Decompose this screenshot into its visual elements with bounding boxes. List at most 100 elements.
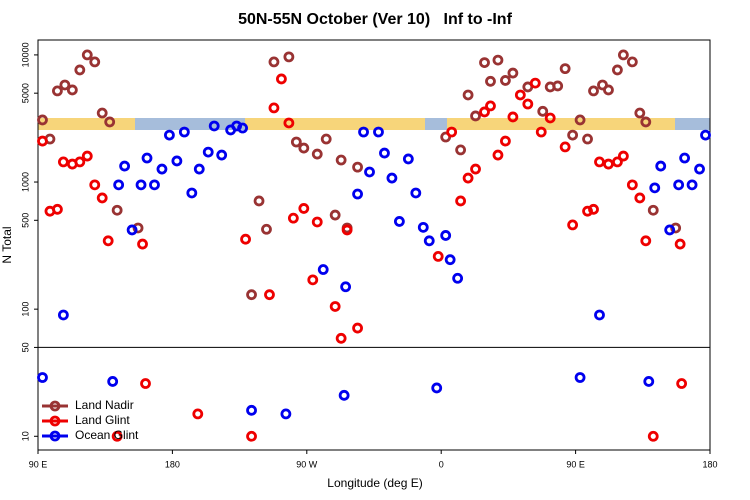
point [485, 100, 496, 112]
point [96, 107, 108, 119]
point [700, 129, 711, 141]
point [694, 163, 705, 175]
legend-label: Land Glint [75, 413, 130, 427]
point [535, 126, 547, 138]
point [452, 272, 464, 284]
point [574, 114, 586, 126]
y-tick-label: 100 [20, 302, 30, 317]
point [559, 141, 571, 153]
point [202, 146, 214, 158]
point [37, 135, 48, 147]
point [352, 188, 363, 200]
point [193, 163, 205, 175]
point [544, 112, 556, 124]
point [335, 332, 347, 344]
point [647, 204, 659, 216]
point [567, 219, 579, 231]
point [617, 150, 629, 162]
point [126, 224, 138, 236]
y-tick-label: 10000 [20, 42, 30, 67]
point [171, 155, 183, 167]
point [192, 408, 204, 420]
point [52, 85, 63, 97]
point [559, 63, 571, 75]
point [673, 179, 685, 191]
point [246, 430, 257, 442]
point [283, 117, 295, 129]
point [440, 230, 452, 241]
point [470, 110, 481, 122]
point [626, 179, 638, 191]
point [470, 163, 481, 175]
point [237, 122, 248, 134]
point [640, 116, 652, 128]
plot-frame [37, 39, 711, 451]
point [340, 281, 352, 293]
point [417, 221, 429, 233]
point [358, 126, 369, 138]
x-tick-label: 180 [702, 459, 717, 469]
y-axis-title: N Total [0, 226, 14, 263]
point [137, 238, 148, 250]
x-tick-label: 90 E [566, 459, 585, 469]
x-tick-label: 180 [165, 459, 180, 469]
point [178, 126, 190, 138]
point [410, 187, 422, 199]
point [423, 235, 435, 247]
point [287, 212, 299, 224]
point [298, 142, 310, 154]
y-tick-label: 500 [20, 213, 30, 228]
point [634, 192, 646, 204]
point [674, 238, 686, 250]
land-ocean-strip [38, 118, 710, 130]
point [582, 205, 593, 217]
point [552, 80, 564, 92]
point [386, 172, 398, 184]
point [329, 209, 341, 221]
point [643, 376, 655, 387]
point [246, 404, 257, 416]
point [507, 67, 519, 79]
point [246, 289, 257, 301]
point [111, 430, 123, 442]
y-tick-label: 1000 [20, 172, 30, 192]
point [446, 126, 458, 138]
point [261, 223, 272, 235]
x-tick-label: 0 [439, 459, 444, 469]
point [280, 408, 292, 420]
chart-title: 50N-55N October (Ver 10) Inf to -Inf [238, 11, 513, 28]
point [352, 322, 363, 334]
point [603, 158, 614, 170]
point [311, 216, 323, 228]
point [338, 389, 350, 401]
y-tick-label: 50 [20, 342, 30, 352]
point [141, 152, 153, 164]
point [402, 153, 414, 165]
point [37, 114, 48, 126]
point [617, 49, 629, 61]
point [444, 254, 456, 266]
point [594, 156, 605, 168]
point [655, 160, 667, 172]
point [335, 154, 347, 166]
point [640, 235, 652, 247]
point [111, 204, 123, 216]
point [216, 149, 228, 161]
point [479, 57, 490, 68]
point [352, 161, 363, 173]
point [317, 264, 329, 275]
point [59, 79, 71, 91]
y-tick-label: 10 [20, 431, 30, 441]
point [107, 376, 119, 387]
point [268, 56, 280, 68]
point [135, 179, 147, 191]
point [283, 51, 295, 63]
point [679, 152, 691, 164]
point [52, 203, 63, 215]
legend-marker [49, 430, 61, 442]
point [113, 179, 125, 191]
point [156, 163, 168, 175]
point [164, 129, 175, 141]
point [647, 430, 659, 442]
